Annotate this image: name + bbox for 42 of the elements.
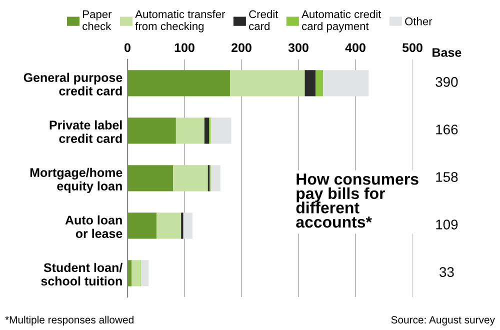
bar (304, 70, 316, 96)
y-tick-label: Mortgage/home equity loan (30, 168, 122, 193)
bar (210, 165, 220, 192)
x-tick-label: 100 (174, 43, 194, 52)
bar (323, 70, 369, 96)
bar (173, 165, 208, 192)
bar (128, 70, 230, 96)
bar (183, 212, 192, 239)
text: 109 (436, 220, 458, 230)
text: 33 (440, 267, 454, 277)
bar (131, 260, 140, 286)
x-tick-label: 400 (345, 43, 366, 52)
y-tick-label: General purpose credit card (24, 72, 122, 96)
legend-label: Paper check (82, 10, 112, 30)
bar (128, 212, 157, 239)
bar (156, 212, 182, 239)
text: 158 (436, 172, 458, 182)
text: 166 (436, 124, 458, 134)
x-tick-label: 0 (124, 43, 130, 52)
text: 390 (436, 77, 458, 87)
legend-label: Automatic transfer from checking (135, 10, 226, 32)
x-tick-label: 500 (402, 43, 422, 52)
bar (140, 260, 149, 286)
y-tick-label: Student loan/ school tuition (41, 262, 123, 286)
bar (210, 118, 232, 144)
bar (128, 118, 176, 144)
x-tick-label: 300 (288, 43, 308, 52)
bar (230, 70, 305, 96)
text: *Multiple responses allowed (5, 316, 134, 326)
bar (204, 118, 210, 144)
y-tick-label: Auto loan or lease (65, 215, 122, 238)
legend-label: Other (405, 17, 432, 26)
bar (316, 70, 324, 96)
bar (128, 165, 174, 192)
text: How consumers pay bills for different accounts* (296, 174, 418, 228)
legend-label: Credit card (249, 10, 278, 30)
y-tick-label: Private label credit card (50, 120, 122, 143)
text: Base (432, 48, 462, 57)
bar (176, 118, 204, 144)
source-note: Source: August survey (391, 316, 495, 326)
legend-label: Automatic credit card payment (302, 10, 382, 32)
x-tick-label: 200 (232, 43, 252, 52)
